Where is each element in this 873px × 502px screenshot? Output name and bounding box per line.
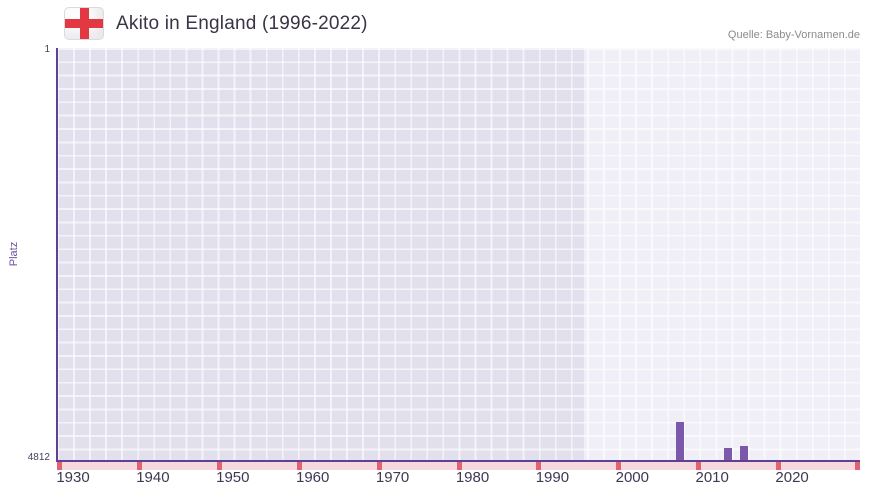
- strip-tick-1928: [57, 462, 62, 470]
- strip-tick-1938: [136, 462, 142, 470]
- x-tick-label-1950: 1950: [216, 469, 250, 486]
- bar-2006: [676, 422, 685, 460]
- y-axis-line: [56, 48, 58, 462]
- strip-tick-1948: [216, 462, 222, 470]
- x-tick-label-1990: 1990: [535, 469, 570, 486]
- x-axis-line: [56, 460, 860, 462]
- flag-cross-horizontal: [65, 19, 103, 28]
- bar-2014: [740, 446, 749, 460]
- x-tick-label-1940: 1940: [136, 469, 170, 486]
- strip-tick-1958: [296, 462, 302, 470]
- x-tick-label-2020: 2020: [775, 469, 809, 486]
- strip-tick-2008: [696, 462, 702, 470]
- decade-strip: [57, 462, 860, 470]
- x-tick-label-2000: 2000: [615, 469, 649, 486]
- highlight-band: [584, 48, 860, 462]
- england-flag-icon: [64, 7, 104, 40]
- strip-tick-2018: [776, 462, 782, 470]
- x-tick-label-2010: 2010: [695, 469, 729, 486]
- x-axis-labels: 1930 1940 1950 1960 1970 1980 1990 2000 2010 2020: [56, 469, 860, 491]
- strip-tick-1988: [536, 462, 542, 470]
- plot-area: [57, 48, 860, 462]
- strip-tick-2028: [855, 462, 860, 470]
- bar-2012: [724, 447, 733, 460]
- x-tick-label-1970: 1970: [375, 469, 410, 486]
- x-tick-label-1980: 1980: [455, 469, 490, 486]
- strip-tick-1968: [376, 462, 382, 470]
- strip-tick-1998: [616, 462, 622, 470]
- strip-tick-1978: [456, 462, 462, 470]
- chart-title: Akito in England (1996-2022): [116, 13, 368, 34]
- y-tick-bottom: 4812: [27, 452, 50, 463]
- x-tick-label-1960: 1960: [296, 469, 330, 486]
- y-tick-top: 1: [44, 44, 50, 55]
- source-attribution: Quelle: Baby-Vornamen.de: [727, 29, 860, 41]
- x-tick-label-1930: 1930: [56, 469, 90, 486]
- y-axis-title: Platz: [8, 241, 20, 267]
